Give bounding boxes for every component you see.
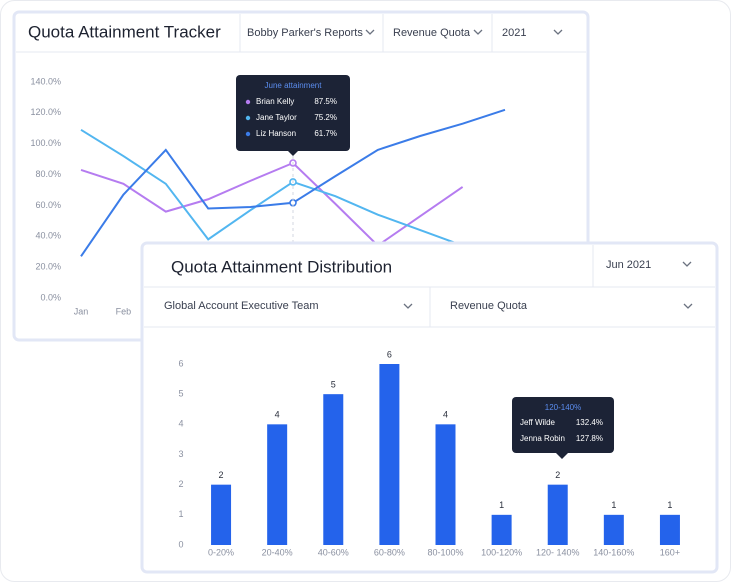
tooltip-value: 127.8% <box>576 434 603 443</box>
data-label: 2 <box>555 470 560 480</box>
chevron <box>683 303 693 309</box>
x-tick-label: 140-160% <box>593 547 634 557</box>
tooltip-name: Brian Kelly <box>256 97 294 106</box>
bar <box>435 424 456 545</box>
chevron <box>365 29 375 35</box>
bar <box>379 364 400 545</box>
tooltip: June attainment Brian Kelly 87.5% Jane Tay… <box>236 75 350 300</box>
bar <box>491 514 512 545</box>
x-tick-label: Feb <box>116 306 132 316</box>
data-label: 1 <box>611 500 616 510</box>
x-tick-label: 20-40% <box>262 547 293 557</box>
bar <box>211 484 232 545</box>
x-tick-label: Jan <box>74 306 89 316</box>
bar <box>603 514 624 545</box>
y-tick-label: 6 <box>178 358 183 368</box>
x-tick-label: 100-120% <box>481 547 522 557</box>
dropdown[interactable]: Jun 2021 <box>606 259 651 271</box>
x-tick-label: 60-80% <box>374 547 405 557</box>
y-tick-label: 2 <box>178 479 183 489</box>
y-tick-label: 20.0% <box>35 262 61 272</box>
y-tick-label: 0.0% <box>40 292 61 302</box>
data-label: 1 <box>667 500 672 510</box>
tooltip-box <box>512 397 614 453</box>
y-tick-label: 120.0% <box>30 107 61 117</box>
y-tick-label: 0 <box>178 539 183 549</box>
y-tick-label: 80.0% <box>35 169 61 179</box>
tooltip-value: 87.5% <box>314 97 337 106</box>
tooltip-value: 132.4% <box>576 418 603 427</box>
y-tick-label: 140.0% <box>30 76 61 86</box>
bar-plot: 0 1 2 3 4 5 6 2 0-20% 4 20-40% 5 40-60% 6 60-80% 4 80-10… <box>178 349 680 557</box>
y-tick-label: 60.0% <box>35 200 61 210</box>
tooltip: 120-140% Jeff Wilde 132.4% Jenna Robin 127.… <box>512 397 614 459</box>
series-line <box>80 128 463 247</box>
data-label: 5 <box>331 380 336 390</box>
tooltip-name: Jenna Robin <box>520 434 565 443</box>
series-line <box>80 161 464 247</box>
tooltip-box <box>236 75 350 151</box>
y-tick-label: 4 <box>178 419 183 429</box>
chevron <box>553 29 563 35</box>
y-tick-label: 5 <box>178 389 183 399</box>
y-tick-label: 100.0% <box>30 138 61 148</box>
bar <box>547 484 568 545</box>
chevron <box>473 29 483 35</box>
dropdown[interactable]: 2021 <box>502 27 526 39</box>
data-label: 2 <box>219 470 224 480</box>
legend-dot <box>245 131 251 137</box>
x-tick-label: 160+ <box>660 547 680 557</box>
legend-dot <box>245 115 251 121</box>
data-label: 1 <box>499 500 504 510</box>
tooltip-pointer <box>287 150 299 156</box>
data-label: 6 <box>387 349 392 359</box>
dropdown[interactable]: Revenue Quota <box>450 300 528 312</box>
x-tick-label: 0-20% <box>208 547 234 557</box>
y-tick-label: 3 <box>178 449 183 459</box>
legend-dot <box>245 99 251 105</box>
dropdown[interactable]: Bobby Parker's Reports <box>247 27 363 39</box>
tooltip-value: 61.7% <box>314 129 337 138</box>
x-tick-label: 120- 140% <box>536 547 580 557</box>
x-tick-label: 40-60% <box>318 547 349 557</box>
tooltip-name: Jeff Wilde <box>520 418 556 427</box>
x-tick-label: 80-100% <box>427 547 463 557</box>
tooltip-pointer <box>556 453 568 459</box>
dropdown[interactable]: Global Account Executive Team <box>164 300 319 312</box>
tooltip-title: June attainment <box>265 81 323 90</box>
line-plot: 0.0% 20.0% 40.0% 60.0% 80.0% 100.0% 120.0% 140.… <box>30 76 506 316</box>
card-title: Quota Attainment Distribution <box>171 257 392 276</box>
data-label: 4 <box>275 410 280 420</box>
card-title: Quota Attainment Tracker <box>28 22 221 41</box>
tooltip-name: Liz Hanson <box>256 129 296 138</box>
bar <box>323 394 344 545</box>
bar <box>267 424 288 545</box>
y-tick-label: 1 <box>178 509 183 519</box>
y-tick-label: 40.0% <box>35 231 61 241</box>
tooltip-value: 75.2% <box>314 113 337 122</box>
data-label: 4 <box>443 410 448 420</box>
bar <box>659 514 680 545</box>
chevron <box>403 303 413 309</box>
tooltip-title: 120-140% <box>545 403 581 412</box>
tooltip-name: Jane Taylor <box>256 113 297 122</box>
dropdown[interactable]: Revenue Quota <box>393 27 471 39</box>
chevron <box>682 261 692 267</box>
